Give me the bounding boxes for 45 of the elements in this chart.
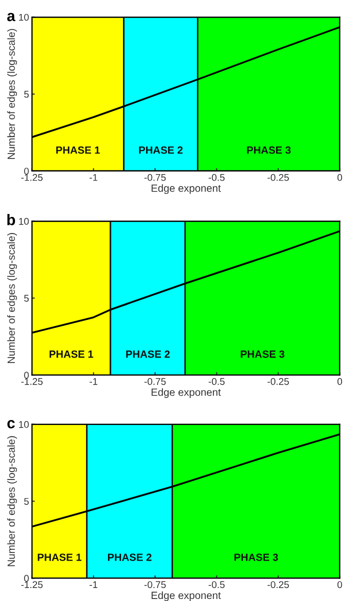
- band-label: PHASE 2: [108, 554, 152, 561]
- x-tick-label: -0.25: [268, 581, 289, 588]
- y-axis-title: Number of edges (log-scale): [7, 233, 17, 363]
- y-tick-label: 5: [24, 294, 29, 302]
- y-tick-label: 10: [19, 421, 29, 428]
- band-label: PHASE 3: [234, 554, 278, 561]
- y-tick-label: 0: [24, 372, 29, 379]
- x-tick-label: -1: [90, 174, 98, 181]
- x-tick-label: -0.5: [208, 174, 225, 181]
- y-tick-label: 5: [24, 498, 29, 505]
- y-tick-label: 0: [24, 574, 29, 582]
- band-label: PHASE 1: [50, 350, 94, 358]
- band-label: PHASE 1: [56, 146, 100, 154]
- x-tick-label: -0.5: [208, 378, 225, 385]
- y-tick-label: 5: [24, 90, 29, 98]
- x-axis-title: Edge exponent: [152, 591, 221, 601]
- y-tick-label: 10: [19, 218, 29, 225]
- y-axis-title: Number of edges (log-scale): [7, 436, 17, 566]
- band-label: PHASE 2: [139, 146, 183, 154]
- chart-title: a: [7, 12, 16, 22]
- y-axis-title: Number of edges (log-scale): [7, 28, 17, 159]
- y-tick-label: 0: [24, 168, 29, 175]
- x-tick-label: -1.25: [21, 174, 43, 181]
- x-tick-label: -0.75: [144, 378, 166, 385]
- band-label: PHASE 3: [240, 350, 284, 358]
- x-tick-label: -1.25: [21, 581, 43, 588]
- x-tick-label: -0.25: [268, 174, 289, 181]
- chart-title: c: [7, 420, 15, 428]
- x-tick-label: 0: [337, 581, 342, 588]
- band-label: PHASE 1: [38, 554, 82, 561]
- band-label: PHASE 2: [126, 350, 170, 358]
- x-axis-title: Edge exponent: [152, 184, 221, 194]
- chart-title: b: [7, 214, 16, 226]
- x-axis-title: Edge exponent: [152, 388, 221, 398]
- x-tick-label: -1: [90, 581, 98, 588]
- x-tick-label: 0: [337, 378, 342, 385]
- x-tick-label: -0.5: [208, 581, 225, 588]
- x-tick-label: -1.25: [21, 378, 43, 385]
- x-tick-label: -0.75: [144, 581, 166, 588]
- x-tick-label: -0.75: [144, 174, 166, 181]
- y-tick-label: 10: [19, 14, 29, 21]
- x-tick-label: -1: [90, 378, 98, 385]
- x-tick-label: 0: [337, 174, 342, 181]
- band-label: PHASE 3: [247, 146, 291, 154]
- x-tick-label: -0.25: [268, 378, 289, 385]
